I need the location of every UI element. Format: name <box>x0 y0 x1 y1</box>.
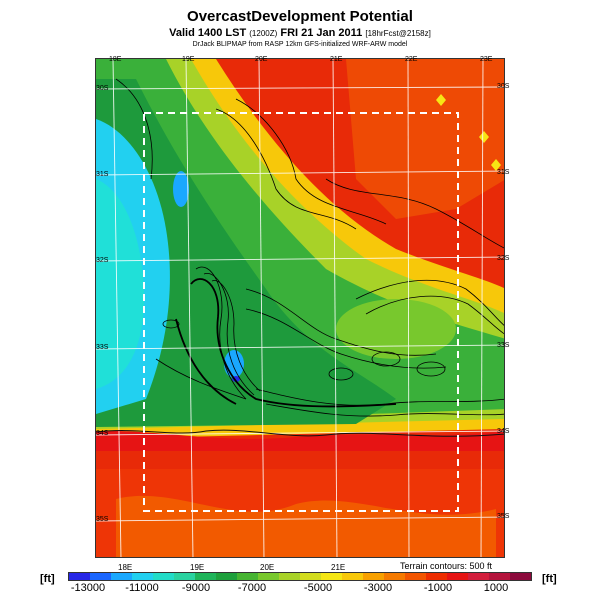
scale-tick-label: -1000 <box>423 582 453 594</box>
utc-time: (1200Z) <box>249 29 278 38</box>
valid-time: Valid 1400 LST <box>169 27 247 39</box>
scale-tick-label: -11000 <box>125 582 159 594</box>
lat-label-left: 32S <box>96 257 109 264</box>
lat-label-right: 30S <box>497 83 510 90</box>
forecast-map[interactable] <box>95 58 505 558</box>
valid-time-line: Valid 1400 LST (1200Z) FRI 21 Jan 2011 [… <box>0 27 600 39</box>
lon-label-top: 23E <box>480 56 493 63</box>
lat-label-left: 30S <box>96 85 109 92</box>
color-scale-segment <box>237 573 258 580</box>
field-yellow-dot-1 <box>436 94 446 106</box>
scale-tick-label: -5000 <box>303 582 333 594</box>
color-scale-segment <box>258 573 279 580</box>
color-scale-segment <box>69 573 90 580</box>
color-scale-bar <box>68 572 532 581</box>
terrain-contours-major <box>175 278 397 408</box>
map-title: OvercastDevelopment Potential <box>187 8 413 25</box>
field-cyan-inner <box>96 179 145 389</box>
lat-label-right: 31S <box>497 169 510 176</box>
scale-tick-label: -13000 <box>70 582 106 594</box>
field-orange-ne <box>346 59 504 219</box>
color-scale-segment <box>447 573 468 580</box>
scale-tick-label: -3000 <box>363 582 393 594</box>
field-darkgreen-core <box>96 79 396 427</box>
lat-label-right: 33S <box>497 342 510 349</box>
model-credit: DrJack BLIPMAP from RASP 12km GFS-initia… <box>192 41 408 48</box>
color-scale-segment <box>132 573 153 580</box>
unit-label-right: [ft] <box>542 573 557 585</box>
color-scale-segment <box>363 573 384 580</box>
terrain-contour-note: Terrain contours: 500 ft <box>400 561 493 571</box>
field-yellow-dot-2 <box>479 131 489 143</box>
lat-label-left: 33S <box>96 344 109 351</box>
color-scale-segment <box>468 573 489 580</box>
lon-label-bottom: 21E <box>331 563 346 572</box>
lat-label-right: 34S <box>497 428 510 435</box>
color-scale-segment <box>384 573 405 580</box>
color-scale-segment <box>426 573 447 580</box>
field-blue-spot <box>224 350 244 378</box>
graticule <box>96 59 504 557</box>
color-scale-segment <box>216 573 237 580</box>
lon-label-bottom: 19E <box>190 563 205 572</box>
color-scale-segment <box>111 573 132 580</box>
color-scale-segment <box>405 573 426 580</box>
lon-label-bottom: 18E <box>118 563 133 572</box>
map-canvas <box>96 59 504 557</box>
scale-tick-label: 1000 <box>483 582 509 594</box>
inner-domain-box <box>143 112 459 512</box>
lon-label-bottom: 20E <box>260 563 275 572</box>
field-blue-spot-north <box>173 171 189 207</box>
lon-label-top: 22E <box>405 56 418 63</box>
field-green-east <box>336 299 456 359</box>
scale-tick-label: -7000 <box>237 582 267 594</box>
color-scale-segment <box>153 573 174 580</box>
color-scale-segment <box>321 573 342 580</box>
scale-tick-label: -9000 <box>181 582 211 594</box>
coastline <box>96 429 504 437</box>
unit-label-left: [ft] <box>40 573 55 585</box>
lat-label-right: 35S <box>497 513 510 520</box>
valid-date: FRI 21 Jan 2011 <box>280 27 363 39</box>
lon-label-top: 21E <box>330 56 343 63</box>
color-scale-segment <box>279 573 300 580</box>
terrain-contours <box>115 78 504 417</box>
lon-label-top: 18E <box>109 56 122 63</box>
field-yellow-dot-3 <box>491 159 501 171</box>
forecast-run: [18hrFcst@2158z] <box>365 29 431 38</box>
color-scale-segment <box>300 573 321 580</box>
color-scale-segment <box>195 573 216 580</box>
field-red-coast <box>96 430 504 451</box>
lat-label-left: 34S <box>96 430 109 437</box>
lat-label-left: 35S <box>96 516 109 523</box>
lat-label-right: 32S <box>497 255 510 262</box>
color-scale-segment <box>489 573 510 580</box>
lon-label-top: 20E <box>255 56 268 63</box>
color-scale-segment <box>510 573 531 580</box>
color-scale-segment <box>174 573 195 580</box>
lon-label-top: 19E <box>182 56 195 63</box>
color-scale-segment <box>342 573 363 580</box>
lat-label-left: 31S <box>96 171 109 178</box>
color-scale-segment <box>90 573 111 580</box>
